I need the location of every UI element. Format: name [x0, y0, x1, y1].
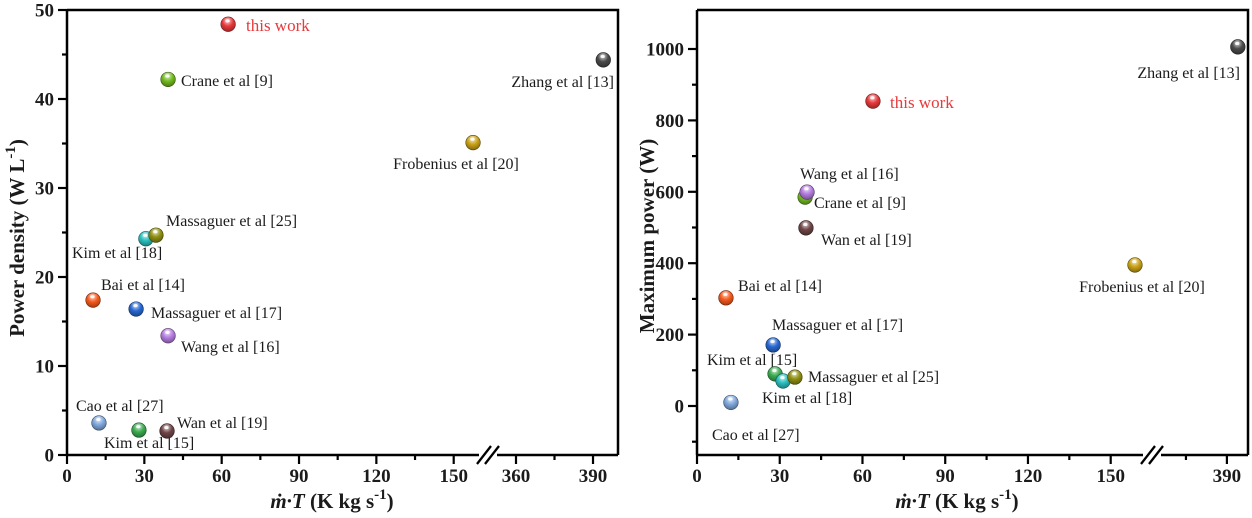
label-this-work: this work	[246, 16, 310, 35]
x-tick-label: 60	[853, 466, 872, 487]
point-this-work	[220, 16, 236, 32]
left-tick-labels: 0 10 20 30 40 50 0 30 60 90 120 150 360 390	[35, 1, 607, 488]
point-cao-et-al-27	[723, 394, 739, 411]
x-tick-label: 30	[135, 466, 154, 487]
y-tick-label: 0	[45, 446, 55, 467]
x-axis-title: ṁ·T (K kg s-1)	[895, 487, 1018, 513]
y-tick-label: 0	[675, 397, 685, 418]
label-crane-et-al-9: Crane et al [9]	[814, 195, 906, 212]
left-point-labels: this work Crane et al [9] Zhang et al [13]…	[72, 16, 614, 452]
label-bai-et-al-14: Bai et al [14]	[101, 277, 185, 294]
y-tick-label: 1000	[646, 40, 684, 61]
point-massaguer-et-al-17	[765, 337, 781, 353]
label-frobenius-et-al-20: Frobenius et al [20]	[1079, 279, 1205, 296]
point-this-work	[865, 93, 881, 109]
x-tick-label: 0	[692, 466, 702, 487]
point-wang-et-al-16	[160, 328, 176, 344]
y-tick-label: 30	[35, 179, 54, 200]
point-zhang-et-al-13	[1230, 39, 1246, 55]
y-tick-label: 50	[35, 1, 54, 22]
right-points	[718, 39, 1246, 411]
label-wan-et-al-19: Wan et al [19]	[177, 415, 268, 432]
panel-power-density: 0 10 20 30 40 50 0 30 60 90 120 150 360 390 ṁ·T (K kg …	[3, 1, 620, 513]
x-tick-label: 390	[1213, 466, 1242, 487]
y-tick-label: 10	[35, 357, 54, 378]
point-massaguer-et-al-25	[148, 227, 164, 243]
label-crane-et-al-9: Crane et al [9]	[181, 73, 273, 90]
y-tick-label: 40	[35, 90, 54, 111]
point-wang-et-al-16	[799, 184, 815, 200]
x-tick-label: 390	[579, 466, 608, 487]
x-axis-title: ṁ·T (K kg s-1)	[270, 487, 393, 513]
x-axis-break-marks	[476, 445, 500, 465]
point-cao-et-al-27	[91, 415, 107, 431]
y-axis-title: Maximum power (W)	[635, 139, 659, 333]
label-this-work: this work	[890, 93, 954, 112]
label-cao-et-al-27: Cao et al [27]	[76, 398, 164, 415]
label-massaguer-et-al-17: Massaguer et al [17]	[151, 305, 282, 322]
point-kim-et-al-15	[131, 422, 147, 438]
left-points	[85, 16, 611, 439]
frame-top-right	[697, 8, 1250, 455]
label-zhang-et-al-13: Zhang et al [13]	[1137, 65, 1240, 82]
left-ticks	[58, 8, 595, 464]
x-tick-label: 30	[770, 466, 789, 487]
label-kim-et-al-15: Kim et al [15]	[707, 352, 797, 369]
label-kim-et-al-15: Kim et al [15]	[104, 435, 194, 452]
x-tick-label: 0	[62, 466, 72, 487]
right-point-labels: this work Zhang et al [13] Frobenius et al…	[707, 65, 1240, 444]
label-kim-et-al-18: Kim et al [18]	[72, 245, 162, 262]
point-bai-et-al-14	[718, 290, 734, 306]
y-tick-label: 400	[656, 254, 685, 275]
label-massaguer-et-al-25: Massaguer et al [25]	[808, 369, 939, 386]
y-tick-label: 20	[35, 268, 54, 289]
label-wang-et-al-16: Wang et al [16]	[181, 339, 280, 356]
point-frobenius-et-al-20	[465, 135, 481, 151]
x-tick-label: 150	[439, 466, 468, 487]
y-tick-label: 200	[656, 325, 685, 346]
right-ticks	[688, 47, 1229, 464]
label-cao-et-al-27: Cao et al [27]	[712, 427, 800, 444]
x-tick-label: 150	[1096, 466, 1125, 487]
point-frobenius-et-al-20	[1127, 257, 1143, 273]
x-tick-label: 120	[1014, 466, 1043, 487]
x-tick-label: 90	[290, 466, 309, 487]
label-zhang-et-al-13: Zhang et al [13]	[511, 74, 614, 91]
point-massaguer-et-al-17	[128, 301, 144, 317]
panel-maximum-power: 0 200 400 600 800 1000 0 30 60 90 120 150 390 ṁ·T (K …	[635, 8, 1250, 513]
point-massaguer-et-al-25	[787, 369, 803, 385]
x-axis-break-marks	[1140, 445, 1164, 465]
label-massaguer-et-al-17: Massaguer et al [17]	[772, 317, 903, 334]
left-frame	[65, 8, 620, 457]
x-tick-label: 60	[212, 466, 231, 487]
x-tick-label: 360	[502, 466, 531, 487]
label-frobenius-et-al-20: Frobenius et al [20]	[393, 156, 519, 173]
label-wan-et-al-19: Wan et al [19]	[821, 232, 912, 249]
point-crane-et-al-9	[160, 71, 176, 88]
point-zhang-et-al-13	[595, 52, 611, 68]
x-tick-label: 120	[362, 466, 391, 487]
y-axis-title: Power density (W L-1)	[3, 139, 29, 337]
point-bai-et-al-14	[85, 292, 101, 308]
frame-top-right	[67, 8, 620, 455]
y-tick-label: 800	[656, 111, 685, 132]
label-bai-et-al-14: Bai et al [14]	[738, 278, 822, 295]
point-wan-et-al-19	[159, 423, 175, 439]
x-tick-label: 90	[936, 466, 955, 487]
point-wan-et-al-19	[798, 220, 814, 236]
label-kim-et-al-18: Kim et al [18]	[762, 390, 852, 407]
right-tick-labels: 0 200 400 600 800 1000 0 30 60 90 120 150 390	[646, 40, 1241, 488]
label-massaguer-et-al-25: Massaguer et al [25]	[166, 213, 297, 230]
y-tick-label: 600	[656, 182, 685, 203]
label-wang-et-al-16: Wang et al [16]	[800, 166, 899, 183]
